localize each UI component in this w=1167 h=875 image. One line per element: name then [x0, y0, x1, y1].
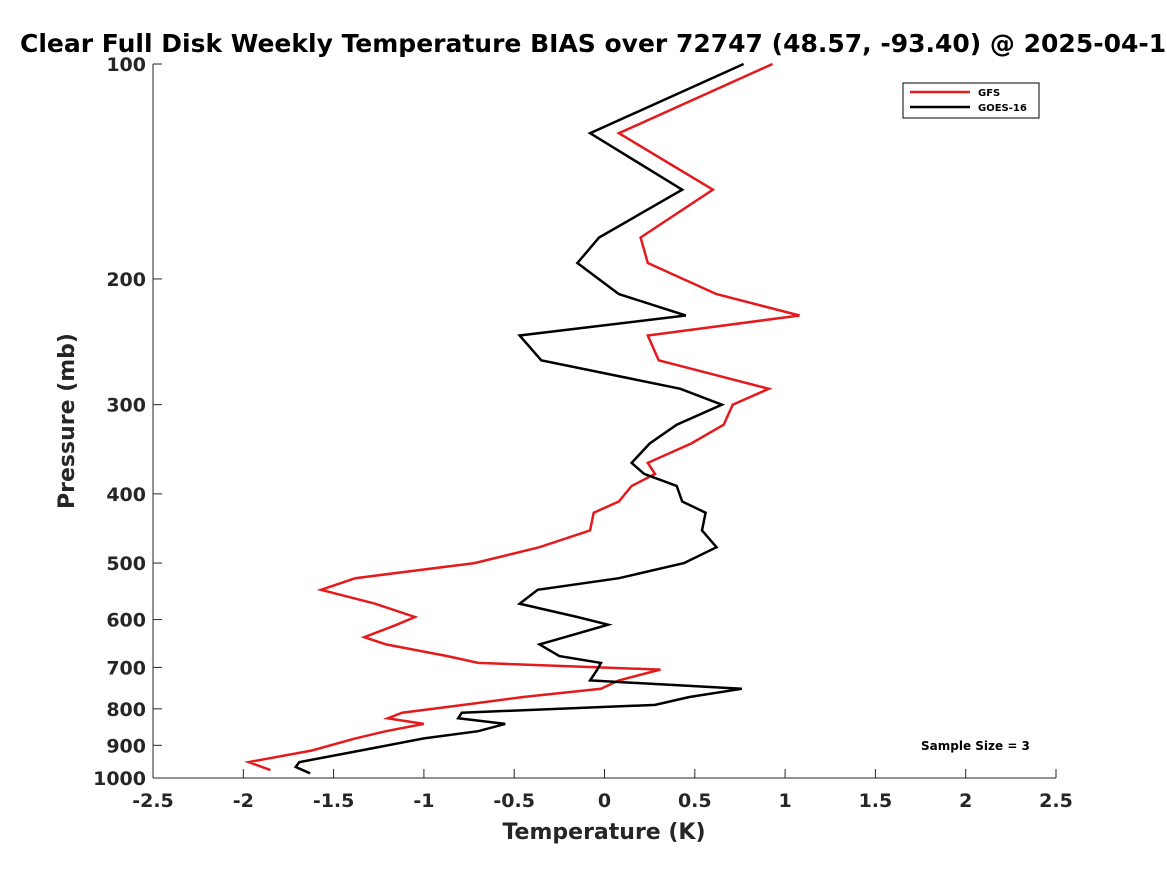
series-layer	[243, 62, 800, 775]
x-tick-label: 2.5	[1039, 790, 1073, 812]
x-tick-label: 1.5	[859, 790, 893, 812]
y-tick-label: 500	[106, 553, 146, 575]
y-tick-label: 900	[106, 735, 146, 757]
y-tick-label: 100	[106, 54, 146, 76]
y-axis-label: Pressure (mb)	[55, 333, 80, 509]
y-tick-label: 400	[106, 484, 146, 506]
y-tick-label: 800	[106, 699, 146, 721]
x-tick-label: -1	[413, 790, 434, 812]
x-tick-label: 2	[959, 790, 972, 812]
y-tick-label: 600	[106, 610, 146, 632]
x-tick-label: -2	[233, 790, 254, 812]
y-tick-label: 700	[106, 657, 146, 679]
plot-area-bg	[153, 64, 1056, 778]
y-tick-label: 300	[106, 395, 146, 417]
x-tick-label: -2.5	[132, 790, 174, 812]
chart-title: Clear Full Disk Weekly Temperature BIAS …	[20, 29, 1166, 58]
x-tick-label: 1	[778, 790, 791, 812]
x-tick-label: -1.5	[313, 790, 355, 812]
x-axis-label: Temperature (K)	[502, 820, 705, 845]
x-tick-label: 0	[598, 790, 611, 812]
legend-label-gfs: GFS	[978, 88, 1000, 99]
legend-label-goes16: GOES-16	[978, 103, 1027, 114]
x-tick-label: 0.5	[678, 790, 712, 812]
legend-box	[902, 82, 1040, 119]
legend: GFS GOES-16	[902, 82, 1040, 119]
sample-size-annotation: Sample Size = 3	[921, 739, 1030, 753]
series-line-goes16	[293, 62, 745, 775]
axes-layer: -2.5 -2 -1.5 -1 -0.5 0 0.5 1 1.5 2 2.5 100 200 300 400…	[93, 54, 1073, 812]
y-tick-label: 1000	[93, 768, 146, 790]
y-tick-label: 200	[106, 269, 146, 291]
x-tick-label: -0.5	[493, 790, 535, 812]
